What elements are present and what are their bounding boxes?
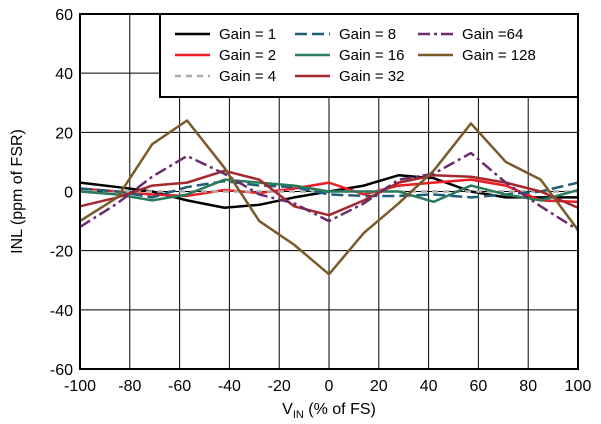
- x-tick-label: -60: [168, 378, 191, 395]
- y-tick-label: -20: [50, 244, 73, 261]
- x-tick-label: -40: [218, 378, 241, 395]
- series-line-7: [79, 151, 579, 232]
- y-tick-label: 20: [55, 125, 73, 142]
- legend-label-6: Gain = 32: [339, 68, 404, 85]
- x-tick-label: -80: [118, 378, 141, 395]
- x-axis-title: VIN (% of FS): [282, 401, 376, 421]
- x-tick-label: -100: [64, 378, 96, 395]
- legend-label-4: Gain = 8: [339, 26, 396, 43]
- y-tick-label: -40: [50, 303, 73, 320]
- x-tick-label: 60: [470, 378, 488, 395]
- x-axis-title-main: V: [282, 401, 293, 418]
- legend-label-2: Gain = 2: [219, 47, 276, 64]
- series-line-2: [79, 178, 579, 204]
- x-axis-title-subscript: IN: [293, 409, 304, 421]
- legend-box: [159, 13, 579, 98]
- legend-label-8: Gain = 128: [462, 47, 536, 64]
- series-line-5: [79, 178, 579, 204]
- y-tick-label: 0: [64, 185, 73, 202]
- x-axis-title-rest: (% of FS): [304, 401, 376, 418]
- y-axis-title: INL (ppm of FSR): [9, 129, 26, 254]
- legend-label-3: Gain = 4: [219, 68, 276, 85]
- x-tick-label: -20: [268, 378, 291, 395]
- x-tick-label: 0: [325, 378, 334, 395]
- y-tick-label: 60: [55, 7, 73, 24]
- series-line-8: [79, 119, 580, 276]
- x-tick-label: 20: [370, 378, 388, 395]
- y-tick-label: -60: [50, 362, 73, 379]
- legend-label-5: Gain = 16: [339, 47, 404, 64]
- y-tick-label: 40: [55, 66, 73, 83]
- legend-label-1: Gain = 1: [219, 26, 276, 43]
- x-tick-label: 100: [565, 378, 592, 395]
- series-layer: [79, 119, 580, 276]
- legend: Gain = 1 Gain = 2 Gain = 4 Gain = 8 Gain = 1…: [159, 13, 579, 98]
- x-tick-label: 80: [519, 378, 537, 395]
- legend-label-7: Gain =64: [462, 26, 523, 43]
- series-line-4: [79, 179, 579, 199]
- x-tick-label: 40: [420, 378, 438, 395]
- tick-labels: -100 -80 -60 -40 -20 0 20 40 60 80 100 -60 -40 -20 0 20…: [50, 7, 592, 395]
- series-line-6: [79, 169, 579, 217]
